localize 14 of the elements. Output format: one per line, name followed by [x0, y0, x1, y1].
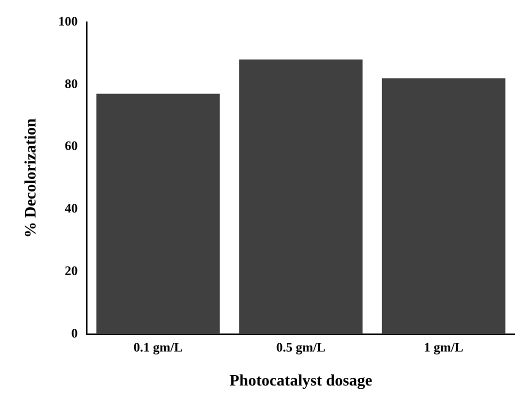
y-tick-label: 0: [71, 326, 78, 341]
bar: [96, 94, 220, 334]
x-axis-title: Photocatalyst dosage: [230, 372, 372, 390]
bar: [382, 78, 506, 334]
y-tick-label: 100: [58, 13, 78, 28]
x-tick-label: 0.5 gm/L: [276, 339, 326, 354]
y-tick-label: 40: [64, 200, 78, 216]
y-tick-label: 20: [64, 263, 78, 278]
y-tick-label: 60: [64, 138, 78, 154]
y-tick-label: 80: [64, 76, 78, 91]
y-axis-title: % Decolorization: [22, 118, 40, 238]
x-tick-label: 0.1 gm/L: [134, 339, 183, 354]
x-tick-label: 1 gm/L: [424, 339, 464, 354]
bar: [239, 59, 363, 334]
